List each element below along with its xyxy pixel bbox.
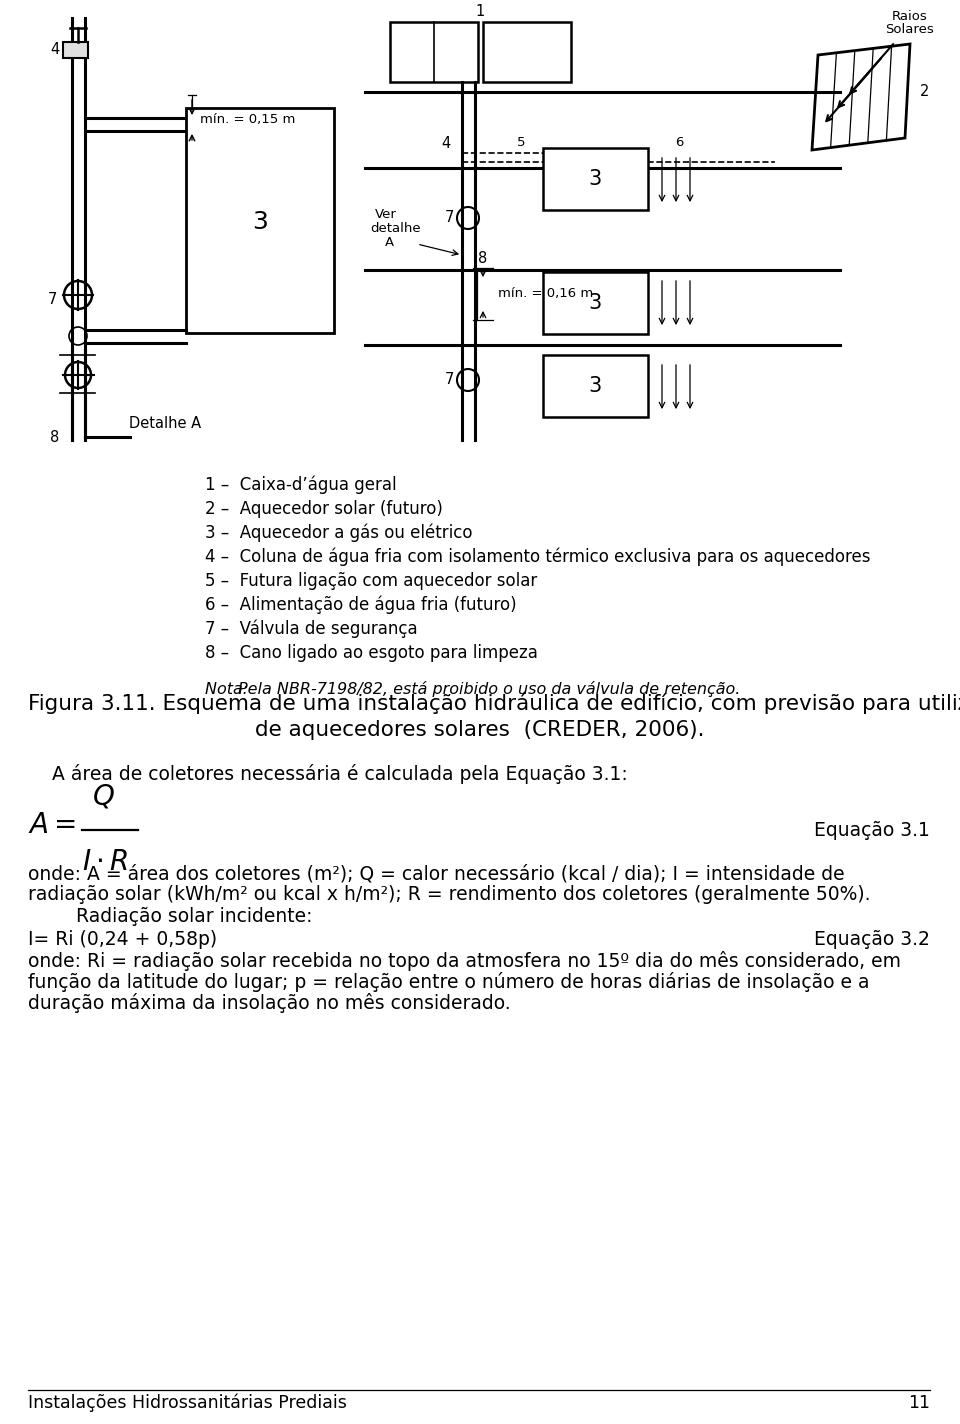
Text: Instalações Hidrossanitárias Prediais: Instalações Hidrossanitárias Prediais [28, 1394, 347, 1413]
Text: $I \cdot R$: $I \cdot R$ [82, 849, 129, 876]
Text: 7: 7 [48, 292, 58, 308]
Text: 4 –  Coluna de água fria com isolamento térmico exclusiva para os aquecedores: 4 – Coluna de água fria com isolamento t… [205, 547, 871, 565]
Text: Equação 3.2: Equação 3.2 [814, 930, 930, 948]
Text: duração máxima da insolação no mês considerado.: duração máxima da insolação no mês consi… [28, 993, 511, 1012]
Text: 6: 6 [675, 137, 684, 150]
Text: 2 –  Aquecedor solar (futuro): 2 – Aquecedor solar (futuro) [205, 500, 443, 518]
Text: 2: 2 [920, 84, 929, 100]
Text: 3 –  Aquecedor a gás ou elétrico: 3 – Aquecedor a gás ou elétrico [205, 524, 472, 543]
Text: Equação 3.1: Equação 3.1 [814, 820, 930, 840]
Text: 8 –  Cano ligado ao esgoto para limpeza: 8 – Cano ligado ao esgoto para limpeza [205, 644, 538, 662]
Text: Detalhe A: Detalhe A [129, 416, 201, 431]
Text: Raios: Raios [892, 10, 928, 23]
Bar [63, 41, 88, 58]
Bar [543, 148, 648, 209]
Bar [390, 21, 478, 83]
Text: $Q$: $Q$ [92, 782, 115, 810]
Text: Figura 3.11. Esquema de uma instalação hidráulica de edifício, com previsão para: Figura 3.11. Esquema de uma instalação h… [28, 692, 960, 713]
Text: I= Ri (0,24 + 0,58p): I= Ri (0,24 + 0,58p) [28, 930, 217, 948]
Text: 4: 4 [441, 137, 450, 151]
Text: Solares: Solares [886, 23, 934, 36]
Text: detalhe: detalhe [370, 222, 420, 235]
Text: Pela NBR-7198/82, está proibido o uso da válvula de retenção.: Pela NBR-7198/82, está proibido o uso da… [238, 681, 740, 696]
Text: 4: 4 [50, 43, 60, 57]
Text: Nota:: Nota: [205, 682, 253, 696]
Text: 6 –  Alimentação de água fria (futuro): 6 – Alimentação de água fria (futuro) [205, 595, 516, 614]
Text: 1 –  Caixa-d’água geral: 1 – Caixa-d’água geral [205, 476, 396, 494]
Text: A: A [385, 236, 395, 249]
Text: onde: A = área dos coletores (m²); Q = calor necessário (kcal / dia); I = intens: onde: A = área dos coletores (m²); Q = c… [28, 864, 845, 884]
Text: mín. = 0,15 m: mín. = 0,15 m [200, 114, 296, 127]
Text: 11: 11 [908, 1394, 930, 1413]
Text: 3: 3 [252, 209, 268, 234]
Text: 7: 7 [445, 209, 454, 225]
Text: 7 –  Válvula de segurança: 7 – Válvula de segurança [205, 619, 418, 638]
Bar [186, 108, 334, 333]
Text: 3: 3 [588, 376, 602, 396]
Text: 5 –  Futura ligação com aquecedor solar: 5 – Futura ligação com aquecedor solar [205, 572, 538, 590]
Text: função da latitude do lugar; p = relação entre o número de horas diárias de inso: função da latitude do lugar; p = relação… [28, 973, 870, 993]
Text: 5: 5 [517, 137, 525, 150]
Bar [543, 355, 648, 417]
Text: $A=$: $A=$ [28, 812, 76, 839]
Text: 3: 3 [588, 169, 602, 189]
Text: de aquecedores solares  (CREDER, 2006).: de aquecedores solares (CREDER, 2006). [255, 721, 705, 740]
Text: 8: 8 [50, 430, 60, 446]
Bar [543, 272, 648, 335]
Text: mín. = 0,16 m: mín. = 0,16 m [498, 288, 593, 300]
Text: 3: 3 [588, 293, 602, 313]
Text: 1: 1 [475, 4, 485, 19]
Text: onde: Ri = radiação solar recebida no topo da atmosfera no 15º dia do mês consid: onde: Ri = radiação solar recebida no to… [28, 951, 901, 971]
Text: A área de coletores necessária é calculada pela Equação 3.1:: A área de coletores necessária é calcula… [28, 765, 628, 785]
Text: radiação solar (kWh/m² ou kcal x h/m²); R = rendimento dos coletores (geralmente: radiação solar (kWh/m² ou kcal x h/m²); … [28, 884, 871, 904]
Text: Ver: Ver [375, 208, 396, 221]
Text: Radiação solar incidente:: Radiação solar incidente: [28, 907, 313, 926]
Text: 8: 8 [478, 251, 488, 266]
Bar [483, 21, 571, 83]
Text: 7: 7 [445, 372, 454, 387]
